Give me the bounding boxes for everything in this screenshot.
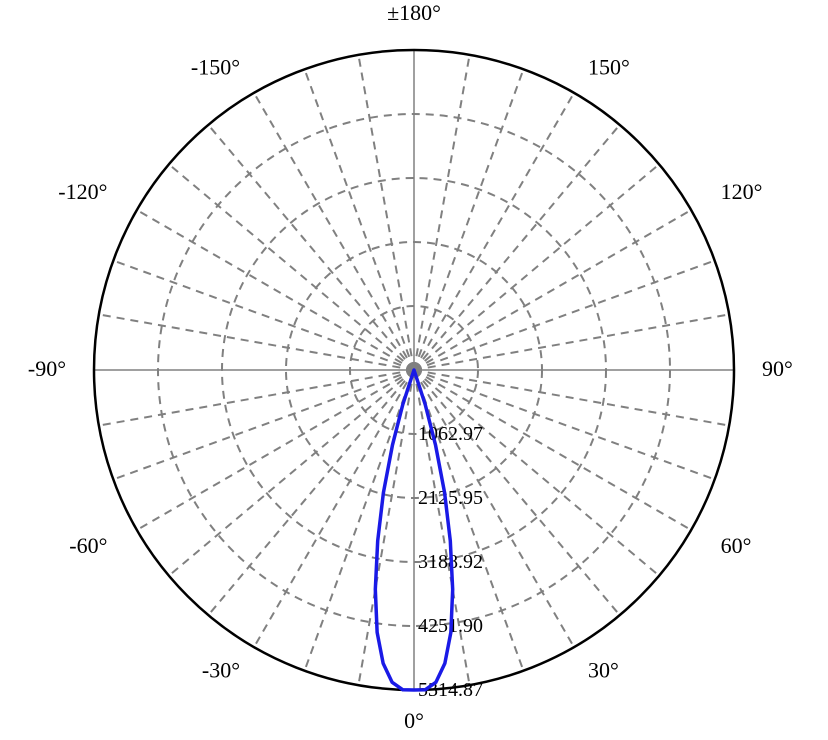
angle-label: ±180° [387,0,441,25]
grid-spoke [414,314,729,370]
grid-spoke [414,370,470,685]
grid-spoke [358,55,414,370]
grid-spoke [99,314,414,370]
grid-spoke [169,164,414,370]
angle-label: 30° [588,657,619,682]
grid-spoke [414,164,659,370]
polar-chart: ±180° -150° -120° -90° -60° -30° 0° 30° 60° 90° 12… [0,0,828,740]
angle-label: 90° [762,356,793,381]
grid-spoke [99,370,414,426]
angle-label: 120° [721,179,763,204]
angle-label: -90° [28,356,66,381]
grid-spoke [358,370,414,685]
angle-label: 60° [721,533,752,558]
angle-label: 150° [588,55,630,80]
radial-label: 2125.95 [418,487,483,509]
angle-label: 0° [404,708,424,733]
grid-spoke [414,125,620,370]
angle-label: -30° [202,657,240,682]
radial-label: 1062.97 [418,423,483,445]
angle-label: -60° [69,533,107,558]
grid-spoke [414,55,470,370]
grid-spoke [208,125,414,370]
grid-spoke [414,370,729,426]
angle-label: -120° [58,179,107,204]
angle-label: -150° [191,55,240,80]
